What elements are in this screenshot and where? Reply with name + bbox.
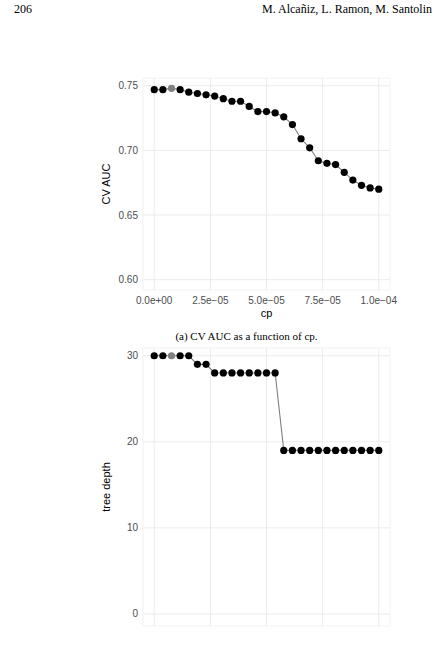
chart: 0.0e+00 2.5e−05 5.0e−05 7.5e−05 1.0e−04 0.60 0… <box>100 78 397 343</box>
grid-line <box>143 613 390 614</box>
x-tick-label: 1.0e−04 <box>361 295 398 306</box>
point <box>202 361 209 368</box>
y-tick-label: 0.65 <box>119 210 139 221</box>
point <box>228 98 235 105</box>
grid-line <box>266 348 267 626</box>
point <box>211 369 218 376</box>
grid-line <box>143 215 390 216</box>
grid-line <box>378 348 379 626</box>
point <box>202 91 209 98</box>
point <box>237 369 244 376</box>
point <box>297 135 304 142</box>
point <box>159 86 166 93</box>
point <box>194 90 201 97</box>
point <box>315 157 322 164</box>
point <box>306 144 313 151</box>
point <box>297 447 304 454</box>
grid-line <box>143 150 390 151</box>
point <box>177 352 184 359</box>
plot-frame <box>143 78 390 290</box>
point <box>237 98 244 105</box>
grid-line <box>143 441 390 442</box>
point <box>323 447 330 454</box>
point <box>289 121 296 128</box>
point <box>332 161 339 168</box>
y-tick-label: 20 <box>127 436 139 447</box>
caption: (a) CV AUC as a function of cp. <box>175 330 317 343</box>
line <box>154 88 379 189</box>
point <box>306 447 313 454</box>
data-group <box>151 85 383 193</box>
grid-line <box>154 348 155 626</box>
y-tick-label: 0.60 <box>119 274 139 285</box>
y-tick-label: 0 <box>132 608 138 619</box>
grid-line <box>378 78 379 290</box>
chart: 0 10 20 30 tree depth <box>100 348 390 626</box>
point <box>185 352 192 359</box>
y-tick-label: 30 <box>127 350 139 361</box>
point <box>151 352 158 359</box>
grid-line <box>210 348 211 626</box>
point <box>185 89 192 96</box>
grid-line <box>322 348 323 626</box>
point <box>358 447 365 454</box>
point <box>272 109 279 116</box>
line <box>154 356 379 451</box>
point <box>280 113 287 120</box>
point <box>220 95 227 102</box>
point <box>367 447 374 454</box>
y-axis-title: CV AUC <box>100 163 112 204</box>
point <box>332 447 339 454</box>
point <box>341 169 348 176</box>
point <box>358 182 365 189</box>
point <box>375 447 382 454</box>
point <box>254 369 261 376</box>
authors: M. Alcañiz, L. Ramon, M. Santolin <box>262 2 432 16</box>
point <box>349 177 356 184</box>
point <box>228 369 235 376</box>
point <box>367 184 374 191</box>
point <box>159 352 166 359</box>
point <box>323 160 330 167</box>
x-tick-label: 2.5e−05 <box>192 295 229 306</box>
x-tick-label: 0.0e+00 <box>136 295 173 306</box>
point <box>211 92 218 99</box>
point <box>349 447 356 454</box>
point <box>177 86 184 93</box>
x-axis-title: cp <box>261 307 273 319</box>
point <box>194 361 201 368</box>
point <box>151 86 158 93</box>
page-number: 206 <box>14 2 32 16</box>
point <box>254 108 261 115</box>
point <box>272 369 279 376</box>
y-tick-label: 0.70 <box>119 145 139 156</box>
point <box>341 447 348 454</box>
point <box>246 103 253 110</box>
point <box>168 85 175 92</box>
point <box>289 447 296 454</box>
plot-frame <box>143 348 390 626</box>
y-tick-label: 10 <box>127 522 139 533</box>
grid-line <box>322 78 323 290</box>
point <box>263 369 270 376</box>
point <box>375 186 382 193</box>
y-axis-title: tree depth <box>100 462 112 512</box>
point <box>280 447 287 454</box>
data-group <box>151 352 383 454</box>
x-tick-label: 7.5e−05 <box>304 295 341 306</box>
y-tick-label: 0.75 <box>119 80 139 91</box>
point <box>246 369 253 376</box>
page: 206 M. Alcañiz, L. Ramon, M. Santolin 0.0e… <box>0 0 434 647</box>
grid-line <box>143 527 390 528</box>
point <box>220 369 227 376</box>
point <box>263 108 270 115</box>
point <box>315 447 322 454</box>
point <box>168 352 175 359</box>
grid-line <box>154 78 155 290</box>
grid-line <box>210 78 211 290</box>
x-tick-label: 5.0e−05 <box>248 295 285 306</box>
grid-line <box>143 279 390 280</box>
